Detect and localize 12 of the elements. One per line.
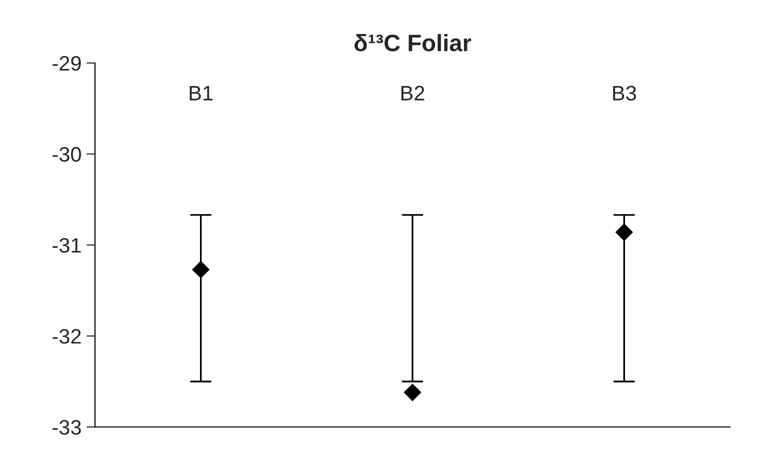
point xyxy=(192,261,210,278)
y-tick-label: -33 xyxy=(52,420,81,435)
x-tick-label: B3 xyxy=(613,86,636,101)
y-tick-label: -30 xyxy=(52,147,81,162)
y-tick-label: -29 xyxy=(52,56,81,71)
y-tick-label: -32 xyxy=(52,329,81,344)
point xyxy=(616,224,633,241)
x-tick-label: B2 xyxy=(401,86,424,100)
x-tick-label: B1 xyxy=(190,86,213,100)
chart-title: δ¹³C Foliar xyxy=(354,34,472,52)
point xyxy=(404,384,422,401)
y-tick-label: -31 xyxy=(52,238,81,253)
